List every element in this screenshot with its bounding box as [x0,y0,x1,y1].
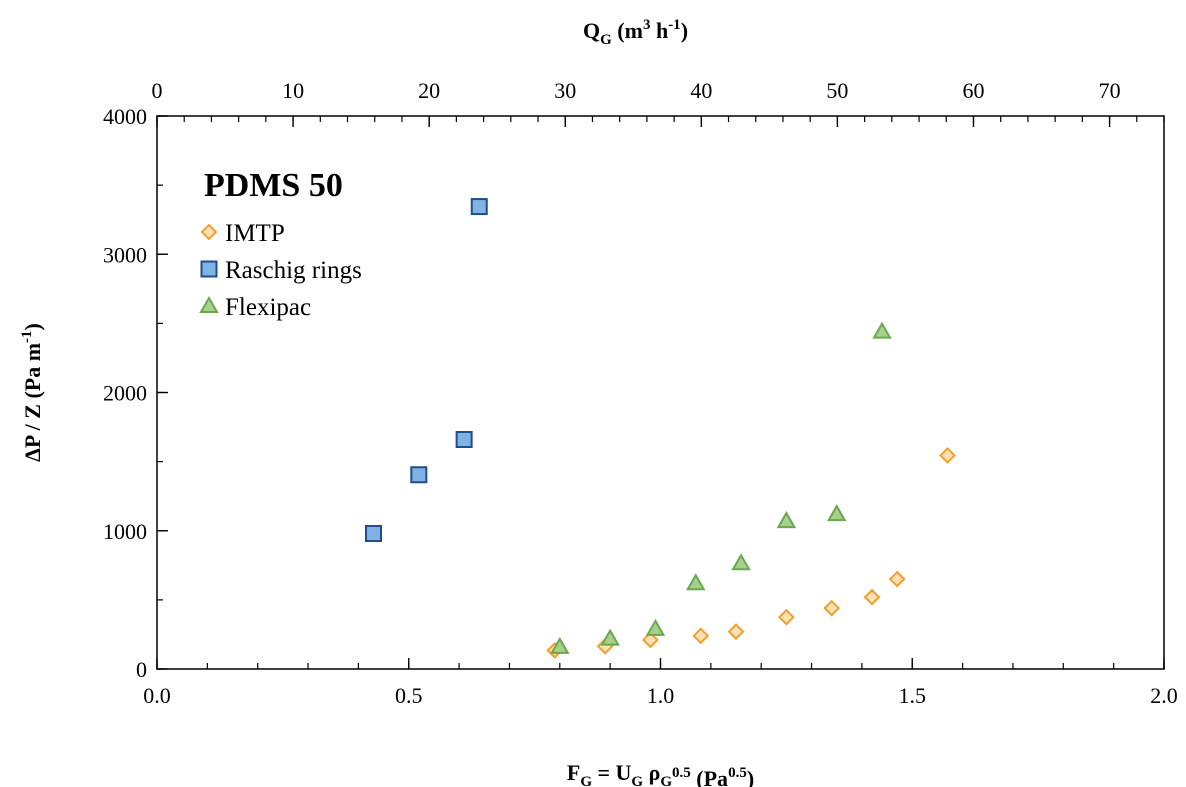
legend-label-raschig-rings: Raschig rings [225,257,362,284]
flexipac-point [645,618,666,636]
top-tick-label: 30 [554,78,576,103]
imtp-point [642,631,659,649]
flexipac-point [686,573,706,591]
top-tick-label: 0 [152,78,163,103]
raschig-rings-point [470,198,488,216]
legend-item-raschig-rings: Raschig rings [200,257,362,284]
x-tick-label: 1.0 [647,683,675,708]
series-imtp [546,446,956,659]
y-axis-title: ΔP / Z (Pa m-1) [19,323,45,462]
flexipac-point [550,636,570,654]
imtp-point [823,599,841,617]
imtp-point [939,446,956,464]
flexipac-point [600,628,620,646]
flexipac-point [776,511,797,529]
x-axis-title: FG = UG ρG0.5 (Pa0.5) [567,760,754,787]
top-tick-label: 70 [1099,78,1121,103]
series-raschig-rings [365,198,488,543]
top-tick-label: 60 [962,78,984,103]
imtp-point [692,627,710,645]
plot-area [156,115,1165,670]
imtp-point [777,608,795,626]
data-points [365,198,956,659]
legend-marker-flexipac [199,295,219,313]
flexipac-point [872,321,892,339]
flexipac-point [731,553,751,571]
raschig-rings-point [455,431,473,449]
y-tick-label: 3000 [103,242,147,267]
imtp-point [727,623,745,641]
top-axis-title: QG (m3 h-1) [583,17,688,48]
x-tick-label: 0.5 [395,683,423,708]
imtp-point [863,588,881,606]
legend-item-imtp: IMTP [200,220,285,247]
top-tick-label: 50 [826,78,848,103]
y-tick-label: 2000 [103,381,147,406]
flexipac-point [827,504,847,522]
tick-labels: 0.0 0.5 1.0 1.5 2.0 0 10 20 30 40 50 60 70 0 1000 2000 3… [103,78,1178,708]
imtp-point [888,570,906,588]
chart-annotation: PDMS 50 [204,167,343,204]
legend: IMTP Raschig rings Flexipac [199,220,362,321]
legend-label-imtp: IMTP [225,220,285,247]
legend-marker-raschig-rings [200,260,218,278]
top-tick-label: 10 [282,78,304,103]
y-tick-label: 4000 [103,104,147,129]
y-tick-label: 0 [136,657,147,682]
top-tick-label: 40 [690,78,712,103]
x-tick-label: 2.0 [1150,683,1178,708]
x-tick-label: 0.0 [143,683,171,708]
legend-marker-imtp [200,223,218,241]
y-tick-label: 1000 [103,519,147,544]
top-tick-label: 20 [418,78,440,103]
raschig-rings-point [410,466,428,484]
legend-label-flexipac: Flexipac [225,294,311,321]
series-flexipac [550,321,892,654]
x-tick-label: 1.5 [899,683,927,708]
legend-item-flexipac: Flexipac [199,294,311,321]
raschig-rings-point [365,525,383,543]
